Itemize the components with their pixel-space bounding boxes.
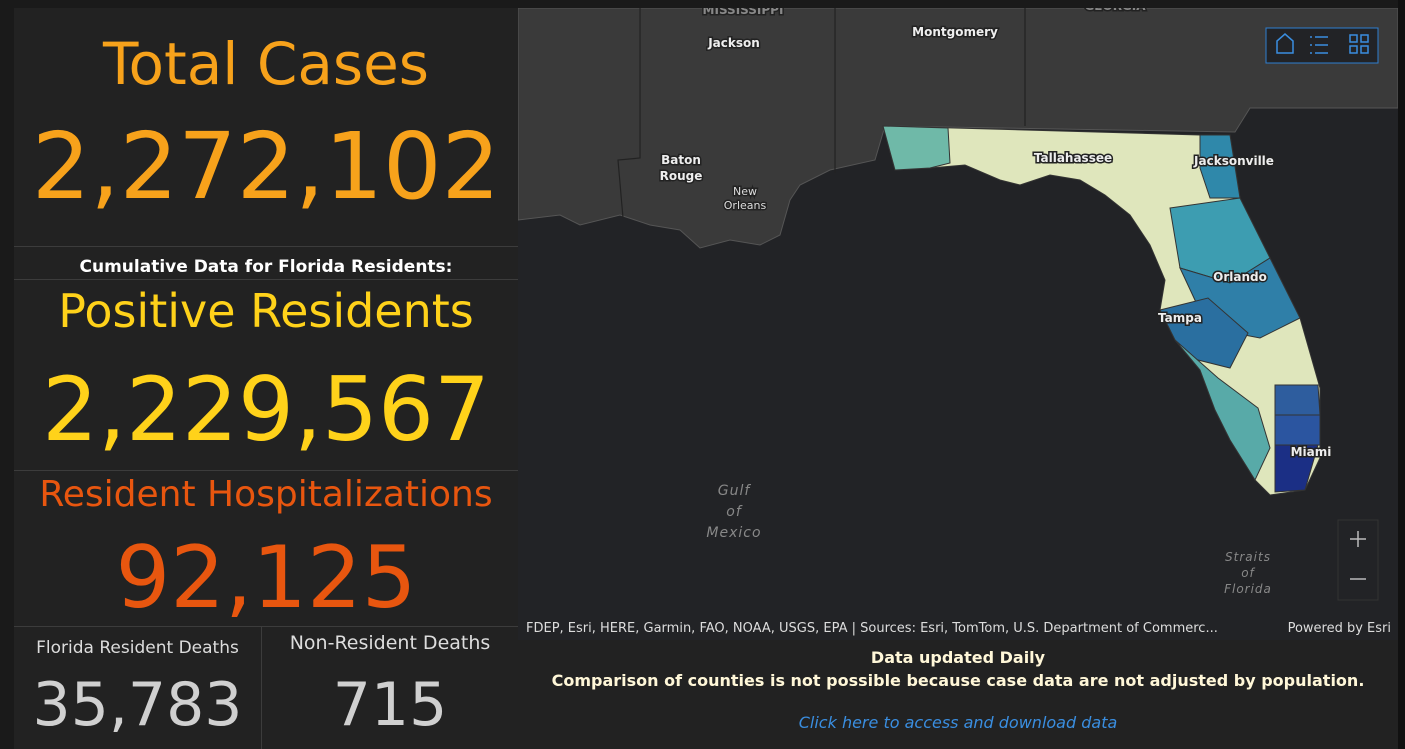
map-label: Baton xyxy=(661,153,701,167)
non-resident-deaths-value: 715 xyxy=(332,670,448,740)
attribution: FDEP, Esri, HERE, Garmin, FAO, NOAA, USG… xyxy=(526,621,1218,636)
resident-deaths: Florida Resident Deaths 35,783 xyxy=(14,626,261,749)
divider xyxy=(14,626,518,627)
non-resident-deaths: Non-Resident Deaths 715 xyxy=(262,626,518,749)
land xyxy=(518,8,1398,249)
county xyxy=(1274,444,1319,493)
map-label: Tallahassee xyxy=(1034,151,1112,165)
map-label: MISSISSIPPI xyxy=(703,8,784,17)
hospitalizations-value: 92,125 xyxy=(115,528,417,628)
divider xyxy=(14,246,518,247)
divider xyxy=(14,470,518,471)
map-label: Gulf xyxy=(718,483,752,499)
divider xyxy=(14,279,518,280)
map-label: Rouge xyxy=(660,169,703,183)
map-label: Orleans xyxy=(724,199,767,212)
map-label: Mexico xyxy=(706,525,761,541)
map-label: Montgomery xyxy=(912,25,998,39)
positive-value: 2,229,567 xyxy=(42,358,490,461)
map-label: New xyxy=(733,185,757,198)
download-link[interactable]: Click here to access and download data xyxy=(798,713,1118,732)
county xyxy=(1174,339,1271,482)
footer: Data updated Daily Comparison of countie… xyxy=(518,640,1398,749)
positive-title: Positive Residents xyxy=(58,284,474,338)
zoom-in[interactable] xyxy=(1350,531,1366,547)
total-cases-title: Total Cases xyxy=(102,30,430,98)
map-label: GEORGIA xyxy=(1084,8,1146,13)
map-label: Orlando xyxy=(1213,270,1267,284)
map-label: Jacksonville xyxy=(1193,154,1274,168)
county xyxy=(1274,414,1321,446)
stats-panel: Total Cases 2,272,102 Cumulative Data fo… xyxy=(14,8,518,749)
powered-by: Powered by Esri xyxy=(1288,621,1391,636)
state-borders xyxy=(617,8,1026,219)
legend-button[interactable] xyxy=(1310,36,1328,54)
county xyxy=(1199,134,1241,199)
total-cases-value: 2,272,102 xyxy=(31,113,501,220)
resident-deaths-value: 35,783 xyxy=(32,670,243,740)
non-resident-deaths-title: Non-Resident Deaths xyxy=(289,632,491,654)
cumulative-note: Cumulative Data for Florida Residents: xyxy=(79,257,453,277)
footer-line: Data updated Daily xyxy=(870,648,1046,667)
map-label: Tampa xyxy=(1158,311,1202,325)
map-label: Jackson xyxy=(707,36,760,50)
zoom-control[interactable] xyxy=(1337,519,1379,601)
basemap-button[interactable] xyxy=(1349,34,1369,54)
divider xyxy=(261,626,262,749)
scrollbar xyxy=(1398,0,1405,749)
map-label: Miami xyxy=(1291,445,1332,459)
map-label: of xyxy=(1241,566,1255,580)
county xyxy=(1274,384,1321,416)
map-label: of xyxy=(726,504,743,520)
map[interactable]: MISSISSIPPI GEORGIA Jackson Montgomery Talla… xyxy=(518,8,1398,640)
hospitalizations-title: Resident Hospitalizations xyxy=(39,474,493,515)
county xyxy=(882,125,951,171)
resident-deaths-title: Florida Resident Deaths xyxy=(36,638,239,658)
attribution-bar xyxy=(518,616,1398,640)
footer-line: Comparison of counties is not possible b… xyxy=(551,671,1365,690)
home-button[interactable] xyxy=(1276,33,1294,54)
map-label: Straits xyxy=(1225,550,1271,564)
map-label: Florida xyxy=(1224,582,1272,596)
map-controls[interactable] xyxy=(1265,27,1379,601)
